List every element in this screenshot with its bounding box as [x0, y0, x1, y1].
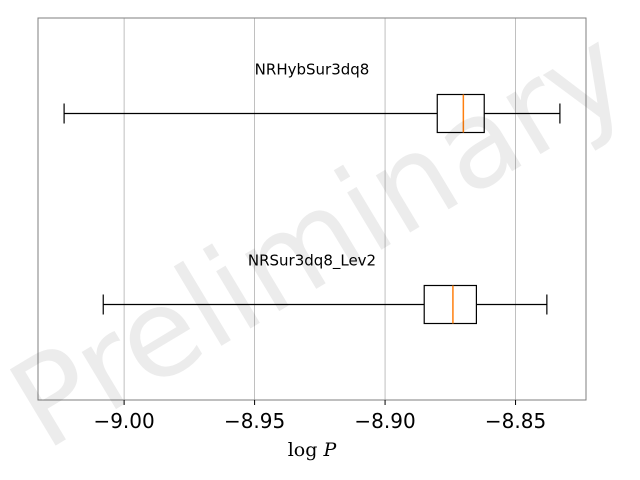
x-axis-ticks: −9.00 −8.95 −8.90 −8.85: [93, 400, 546, 433]
plot-frame: [37, 17, 587, 401]
box-label: NRSur3dq8_Lev2: [248, 252, 376, 271]
x-tick-label: −8.95: [224, 409, 285, 433]
x-axis-label: log P: [288, 439, 338, 461]
x-tick-label: −8.90: [354, 409, 415, 433]
box-group: NRHybSur3dq8 NRSur3dq8_Lev2: [63, 61, 561, 325]
box-series: NRSur3dq8_Lev2: [102, 252, 548, 325]
x-tick-label: −9.00: [93, 409, 154, 433]
grid-lines: [123, 18, 516, 400]
box-label: NRHybSur3dq8: [255, 61, 370, 79]
box-iqr: [423, 284, 478, 325]
box-series: NRHybSur3dq8: [63, 61, 561, 134]
x-tick-label: −8.85: [485, 409, 546, 433]
box-iqr: [436, 93, 485, 134]
